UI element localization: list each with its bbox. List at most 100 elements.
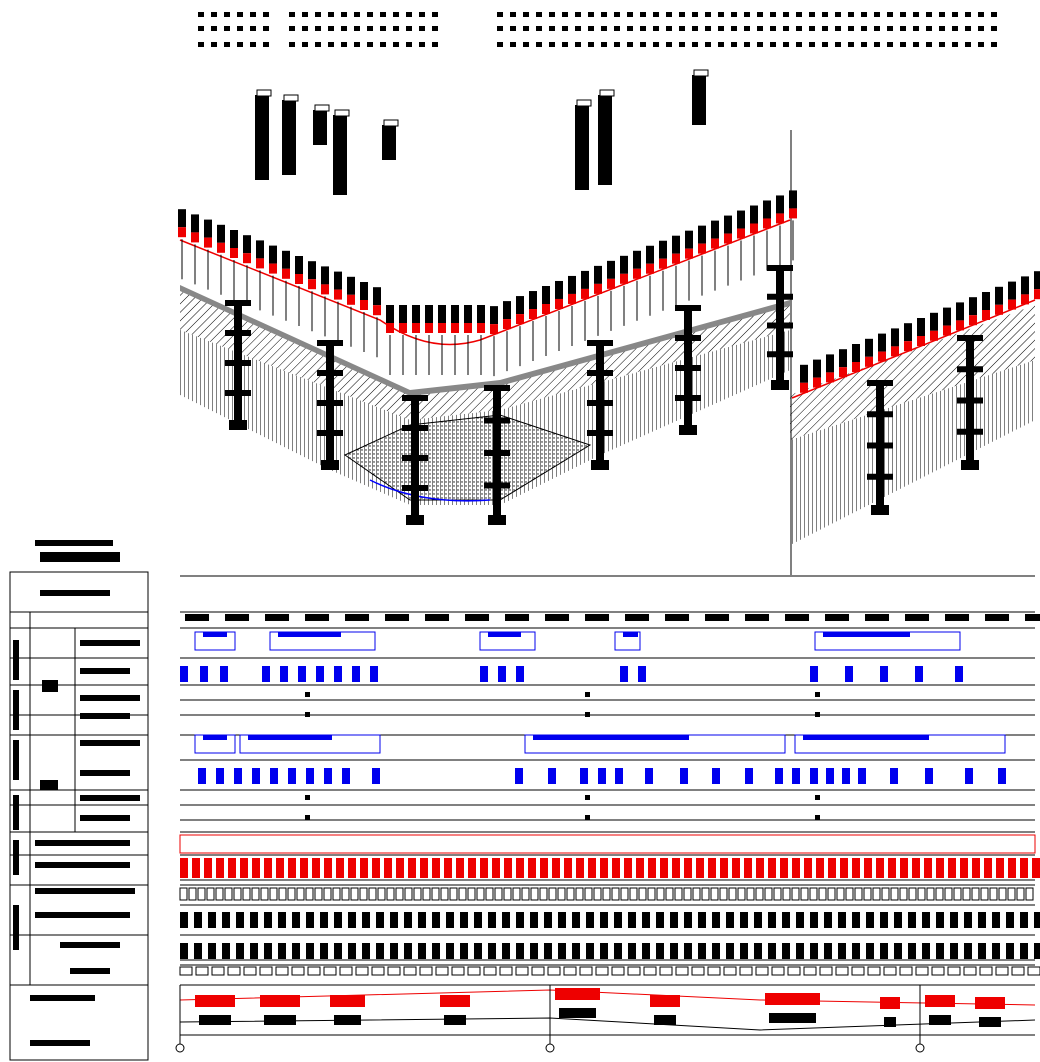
header-mark [705, 26, 711, 31]
hatch-block [999, 888, 1006, 900]
marker-red [685, 249, 693, 259]
marker-black [865, 339, 873, 357]
header-mark [874, 42, 880, 47]
black-block [712, 912, 720, 928]
header-mark [887, 26, 893, 31]
black-block [404, 912, 412, 928]
red-block [276, 858, 284, 878]
blue-block [324, 768, 332, 784]
marker-black [633, 251, 641, 269]
header-mark [393, 42, 399, 47]
hatch-block [972, 888, 979, 900]
hatch-block [189, 888, 196, 900]
blue-block [220, 666, 228, 682]
hatch-block [234, 888, 241, 900]
header-mark [744, 12, 750, 17]
black-block [586, 912, 594, 928]
red-block [696, 858, 704, 878]
red-mass [440, 995, 470, 1007]
pile-band [587, 370, 613, 376]
red-mass [555, 988, 600, 1000]
red-block [408, 858, 416, 878]
hatch-block [630, 888, 637, 900]
header-mark [497, 26, 503, 31]
black-block [446, 912, 454, 928]
header-mark [796, 42, 802, 47]
pile-band [317, 370, 343, 376]
header-mark [692, 42, 698, 47]
red-block [552, 858, 560, 878]
marker-black [594, 266, 602, 284]
header-mark [848, 42, 854, 47]
black-block [278, 912, 286, 928]
header-mark [289, 42, 295, 47]
red-block [228, 858, 236, 878]
hatch-block [981, 888, 988, 900]
header-mark [822, 42, 828, 47]
marker-red [982, 310, 990, 320]
marker-black [386, 305, 394, 323]
blue-block [845, 666, 853, 682]
marker-black [360, 282, 368, 300]
blue-block [516, 666, 524, 682]
header-mark [601, 42, 607, 47]
header-mark [406, 12, 412, 17]
header-mark [978, 26, 984, 31]
header-mark [289, 12, 295, 17]
marker-red [217, 243, 225, 253]
marker-red [503, 319, 511, 329]
header-mark [562, 12, 568, 17]
pile-band [587, 400, 613, 406]
header-mark [627, 26, 633, 31]
hatch-block [963, 888, 970, 900]
pile-band [587, 430, 613, 436]
hatch-block [936, 888, 943, 900]
header-mark [770, 12, 776, 17]
marker-red [607, 279, 615, 289]
hatch-block [783, 888, 790, 900]
marker-black [698, 226, 706, 244]
marker-red [178, 227, 186, 237]
borehole-cap [577, 100, 591, 106]
red-block [288, 858, 296, 878]
marker-red [269, 264, 277, 274]
small-box [900, 967, 912, 975]
red-block [252, 858, 260, 878]
header-mark [549, 12, 555, 17]
header-mark [874, 12, 880, 17]
header-mark [497, 12, 503, 17]
blue-block [216, 768, 224, 784]
hatch-block [180, 888, 187, 900]
legend-title [35, 540, 113, 546]
header-mark [263, 26, 269, 31]
red-block [660, 858, 668, 878]
small-box [964, 967, 976, 975]
blue-block [342, 768, 350, 784]
header-mark [887, 12, 893, 17]
blue-block [792, 768, 800, 784]
marker-red [529, 309, 537, 319]
marker-black [204, 220, 212, 238]
red-block [492, 858, 500, 878]
header-mark [978, 42, 984, 47]
red-block [588, 858, 596, 878]
pile-band [484, 385, 510, 391]
header-mark [601, 26, 607, 31]
black-block [922, 943, 930, 959]
marker-black [399, 305, 407, 323]
page: (() => { const svg = document.getElement… [0, 0, 1040, 1062]
marker-red [750, 224, 758, 234]
marker-black [789, 190, 797, 208]
pile-band [225, 330, 251, 336]
station-mark [745, 614, 769, 621]
marker-black [607, 261, 615, 279]
black-block [586, 943, 594, 959]
small-box [644, 967, 656, 975]
black-block [320, 912, 328, 928]
marker-black [956, 302, 964, 320]
black-block [194, 943, 202, 959]
hatch-block [432, 888, 439, 900]
red-block [936, 858, 944, 878]
marker-black [477, 305, 485, 323]
black-block [796, 943, 804, 959]
